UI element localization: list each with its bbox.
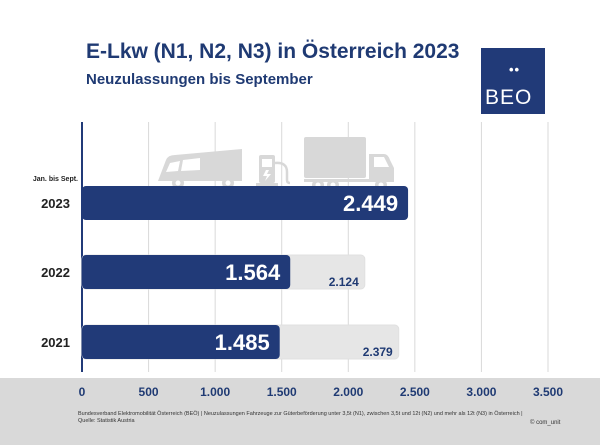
logo-text: BEO [485,86,533,109]
category-label: 2023 [41,196,70,211]
x-tick-label: 3.000 [466,385,496,399]
bar-value-label: 2.449 [343,191,398,216]
footer-band [0,378,600,445]
value-bar [82,186,409,220]
comparison-value-label: 2.124 [329,275,359,289]
chart-title: E-Lkw (N1, N2, N3) in Österreich 2023 [86,40,460,63]
beo-logo: •• BEO [481,48,545,114]
footnote-line-1: Bundesverband Elektromobilität Österreic… [78,411,523,417]
bars [81,186,409,360]
truck-icon [304,137,394,191]
x-tick-label: 2.000 [333,385,363,399]
period-label: Jan. bis Sept. [32,176,78,183]
logo-dots: •• [509,62,521,77]
x-tick-label: 0 [79,385,86,399]
category-label: 2021 [41,335,70,350]
x-tick-label: 3.500 [533,385,563,399]
vehicle-icons [158,137,394,191]
copyright: © com_unit [530,420,561,426]
bar-value-label: 1.564 [225,260,281,285]
chart-subtitle: Neuzulassungen bis September [86,71,313,88]
van-icon [158,149,242,189]
footnote-line-2: Quelle: Statistik Austria [78,418,135,424]
charging-station-icon [256,155,291,186]
x-tick-label: 2.500 [400,385,430,399]
value-bar [82,325,280,359]
x-tick-label: 500 [139,385,159,399]
comparison-value-label: 2.379 [363,345,393,359]
category-label: 2022 [41,265,70,280]
labels: 0 500 1.000 1.500 2.000 2.500 3.000 3.500 2.449 2… [41,191,563,399]
x-tick-label: 1.000 [200,385,230,399]
value-bar [82,255,291,289]
bar-value-label: 1.485 [215,330,270,355]
x-tick-label: 1.500 [267,385,297,399]
footnote: Bundesverband Elektromobilität Österreic… [78,411,548,425]
